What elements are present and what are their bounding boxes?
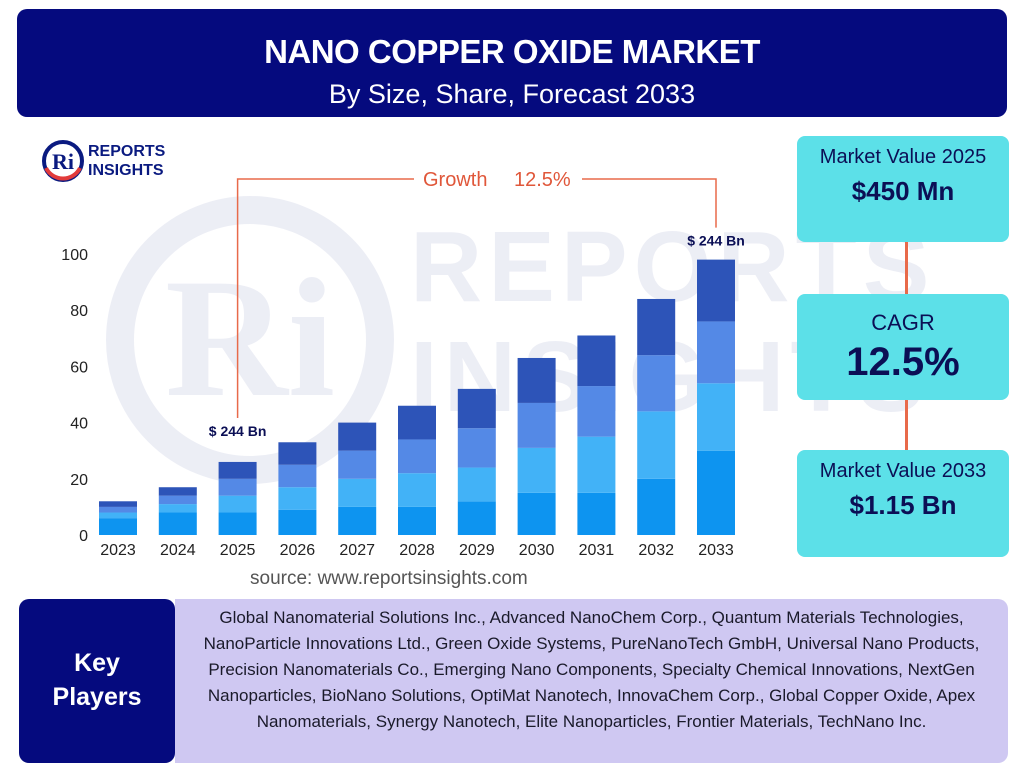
bar-segment: [517, 447, 556, 493]
reports-insights-logo-icon: Ri: [42, 140, 84, 182]
x-tick-label: 2025: [220, 542, 256, 559]
key-players-list: Global Nanomaterial Solutions Inc., Adva…: [175, 599, 1008, 763]
bar-segment: [517, 357, 556, 403]
bar-segment: [158, 487, 197, 496]
start-value-label: $ 244 Bn: [209, 423, 267, 439]
bar-segment: [637, 478, 676, 535]
page-title: NANO COPPER OXIDE MARKET: [264, 33, 760, 70]
x-tick-label: 2023: [100, 542, 136, 559]
x-tick-label: 2031: [579, 542, 615, 559]
x-tick-label: 2032: [638, 542, 674, 559]
page-subtitle: By Size, Share, Forecast 2033: [328, 79, 696, 109]
bar-segment: [577, 335, 616, 387]
y-tick-label: 100: [61, 247, 88, 264]
brand-logo: Ri REPORTS INSIGHTS: [40, 138, 220, 188]
market-bar-chart: 0 20 40 60 80 100 2023 2024 2025 2026 2027 2028 2029…: [61, 169, 745, 559]
bar-segment: [457, 388, 496, 429]
bar-segment: [158, 512, 197, 535]
x-tick-label: 2029: [459, 542, 495, 559]
bar-segment: [99, 506, 137, 513]
bar-segment: [398, 473, 436, 507]
bar-segment: [697, 321, 735, 384]
cagr-label: CAGR: [871, 310, 935, 335]
growth-connector-line: [236, 178, 414, 418]
key-players-label-line1: Key: [74, 649, 120, 677]
end-value-label: $ 244 Bn: [687, 233, 745, 249]
bar-segment: [637, 355, 676, 412]
market-value-2025-card: Market Value 2025 $450 Mn: [797, 136, 1009, 242]
y-tick-label: 40: [70, 416, 88, 433]
growth-label: Growth: [423, 169, 487, 191]
header-banner: NANO COPPER OXIDE MARKET By Size, Share,…: [17, 9, 1007, 117]
bar-segment: [457, 428, 496, 468]
bar-segment: [457, 467, 496, 502]
growth-value: 12.5%: [514, 169, 571, 191]
bar-segment: [577, 492, 616, 535]
bar-segment: [158, 504, 197, 513]
bar-segment: [517, 492, 556, 535]
source-note: source: www.reportsinsights.com: [250, 568, 528, 589]
cagr-value: 12.5%: [846, 340, 960, 384]
key-players-label-line2: Players: [52, 683, 142, 711]
growth-connector-line: [582, 178, 717, 228]
y-tick-label: 20: [70, 472, 88, 489]
bar-segment: [218, 478, 257, 496]
bar-segment: [218, 495, 257, 513]
logo-text-reports: REPORTS: [88, 143, 166, 160]
bar-segment: [278, 442, 317, 465]
y-tick-label: 80: [70, 303, 88, 320]
bar-segment: [338, 478, 377, 507]
x-tick-label: 2026: [280, 542, 316, 559]
bar-segment: [697, 450, 735, 535]
market-value-2033-value: $1.15 Bn: [849, 490, 957, 520]
x-tick-label: 2028: [399, 542, 435, 559]
cagr-card: CAGR 12.5%: [797, 294, 1009, 400]
bar-segment: [577, 386, 616, 437]
bar-segment: [577, 436, 616, 493]
bar-segment: [99, 501, 137, 507]
bar-segment: [338, 422, 377, 451]
bar-segment: [637, 411, 676, 479]
bar-segment: [218, 461, 257, 479]
bar-segment: [278, 464, 317, 488]
market-value-2033-card: Market Value 2033 $1.15 Bn: [797, 450, 1009, 557]
bar-segment: [697, 383, 735, 451]
x-tick-label: 2027: [339, 542, 375, 559]
bar-segment: [637, 298, 676, 356]
svg-text:Ri: Ri: [52, 149, 74, 174]
bar-segment: [338, 506, 377, 535]
bar-segment: [99, 512, 137, 519]
logo-text-insights: INSIGHTS: [88, 162, 164, 179]
market-value-2025-label: Market Value 2025: [819, 146, 987, 168]
x-tick-label: 2033: [698, 542, 734, 559]
card-connector: [905, 400, 908, 450]
bar-segment: [517, 402, 556, 448]
bar-segment: [218, 512, 257, 535]
bar-segment: [338, 450, 377, 479]
bar-segment: [278, 509, 317, 535]
key-players-label: Key Players: [19, 599, 175, 763]
bar-segment: [99, 518, 137, 535]
bar-segment: [398, 506, 436, 535]
market-value-2025-value: $450 Mn: [851, 176, 955, 206]
bar-segment: [697, 259, 735, 322]
x-tick-label: 2024: [160, 542, 196, 559]
card-connector: [905, 242, 908, 294]
market-value-2033-label: Market Value 2033: [819, 460, 987, 482]
y-tick-label: 60: [70, 359, 88, 376]
bar-segment: [398, 405, 436, 440]
bar-segment: [457, 501, 496, 535]
bar-segment: [398, 439, 436, 474]
bar-segment: [158, 495, 197, 505]
y-tick-label: 0: [79, 528, 88, 545]
bar-segment: [278, 487, 317, 510]
x-tick-label: 2030: [519, 542, 555, 559]
